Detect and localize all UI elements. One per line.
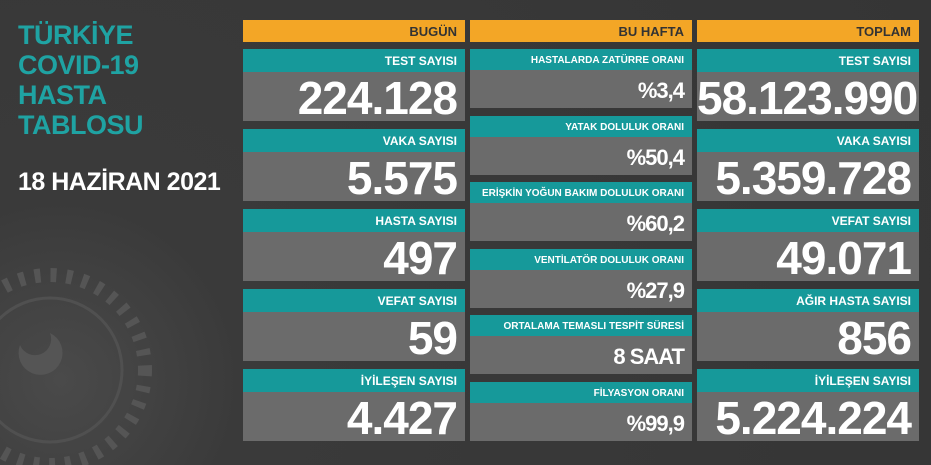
stat-card: VENTİLATÖR DOLULUK ORANI %27,9 bbox=[470, 248, 692, 308]
stat-label: İYİLEŞEN SAYISI bbox=[243, 369, 465, 392]
stat-value: 5.359.728 bbox=[697, 152, 919, 204]
stat-label: VENTİLATÖR DOLULUK ORANI bbox=[470, 248, 692, 270]
stat-card: FİLYASYON ORANI %99,9 bbox=[470, 381, 692, 441]
stat-label: TEST SAYISI bbox=[243, 49, 465, 72]
stat-value: 5.575 bbox=[243, 152, 465, 204]
title-line: HASTA bbox=[18, 80, 107, 110]
stat-card: VEFAT SAYISI 49.071 bbox=[697, 209, 919, 284]
title-line: TÜRKİYE bbox=[18, 20, 134, 50]
stat-value: 5.224.224 bbox=[697, 392, 919, 444]
stat-card: ORTALAMA TEMASLI TESPİT SÜRESİ 8 SAAT bbox=[470, 315, 692, 374]
stat-value: %50,4 bbox=[470, 136, 692, 175]
stat-value: %60,2 bbox=[470, 203, 692, 241]
stat-value: 224.128 bbox=[243, 72, 465, 124]
column-header: BU HAFTA bbox=[470, 20, 692, 42]
stat-label: VAKA SAYISI bbox=[243, 129, 465, 152]
column-header: BUGÜN bbox=[243, 20, 465, 42]
stat-value: %99,9 bbox=[470, 402, 692, 441]
stat-value: 4.427 bbox=[243, 392, 465, 444]
stat-card: HASTALARDA ZATÜRRE ORANI %3,4 bbox=[470, 49, 692, 108]
stat-value: %27,9 bbox=[470, 269, 692, 308]
stat-card: TEST SAYISI 224.128 bbox=[243, 49, 465, 124]
column: BUGÜN TEST SAYISI 224.128 VAKA SAYISI 5.575 H… bbox=[243, 20, 465, 444]
title-line: TABLOSU bbox=[18, 110, 144, 140]
stat-value: 58.123.990 bbox=[697, 72, 919, 124]
column: TOPLAM TEST SAYISI 58.123.990 VAKA SAYISI 5.… bbox=[697, 20, 919, 444]
stat-card: İYİLEŞEN SAYISI 5.224.224 bbox=[697, 369, 919, 444]
stat-label: HASTALARDA ZATÜRRE ORANI bbox=[470, 49, 692, 70]
stat-label: TEST SAYISI bbox=[697, 49, 919, 72]
stat-value: 497 bbox=[243, 232, 465, 284]
stat-label: ORTALAMA TEMASLI TESPİT SÜRESİ bbox=[470, 315, 692, 336]
stat-card: VAKA SAYISI 5.575 bbox=[243, 129, 465, 204]
stat-label: HASTA SAYISI bbox=[243, 209, 465, 232]
stat-label: VEFAT SAYISI bbox=[697, 209, 919, 232]
stat-label: YATAK DOLULUK ORANI bbox=[470, 115, 692, 137]
stat-card: HASTA SAYISI 497 bbox=[243, 209, 465, 284]
column: BU HAFTA HASTALARDA ZATÜRRE ORANI %3,4 YATA… bbox=[470, 20, 692, 441]
stat-label: AĞIR HASTA SAYISI bbox=[697, 289, 919, 312]
stat-label: VEFAT SAYISI bbox=[243, 289, 465, 312]
stat-card: TEST SAYISI 58.123.990 bbox=[697, 49, 919, 124]
stat-value: %3,4 bbox=[470, 70, 692, 108]
emblem bbox=[0, 268, 152, 465]
column-header: TOPLAM bbox=[697, 20, 919, 42]
title-line: COVID-19 bbox=[18, 50, 139, 80]
stat-value: 49.071 bbox=[697, 232, 919, 284]
stat-label: VAKA SAYISI bbox=[697, 129, 919, 152]
date: 18 HAZİRAN 2021 bbox=[18, 168, 221, 196]
stat-value: 856 bbox=[697, 312, 919, 364]
stat-label: ERİŞKİN YOĞUN BAKIM DOLULUK ORANI bbox=[470, 182, 692, 203]
stat-value: 59 bbox=[243, 312, 465, 364]
stat-card: YATAK DOLULUK ORANI %50,4 bbox=[470, 115, 692, 175]
stat-card: İYİLEŞEN SAYISI 4.427 bbox=[243, 369, 465, 444]
stat-label: FİLYASYON ORANI bbox=[470, 381, 692, 403]
stat-card: AĞIR HASTA SAYISI 856 bbox=[697, 289, 919, 364]
stat-card: VEFAT SAYISI 59 bbox=[243, 289, 465, 364]
title: TÜRKİYE COVID-19 HASTA TABLOSU bbox=[18, 20, 144, 140]
stat-label: İYİLEŞEN SAYISI bbox=[697, 369, 919, 392]
stat-card: ERİŞKİN YOĞUN BAKIM DOLULUK ORANI %60,2 bbox=[470, 182, 692, 241]
stat-value: 8 SAAT bbox=[470, 336, 692, 374]
stat-card: VAKA SAYISI 5.359.728 bbox=[697, 129, 919, 204]
